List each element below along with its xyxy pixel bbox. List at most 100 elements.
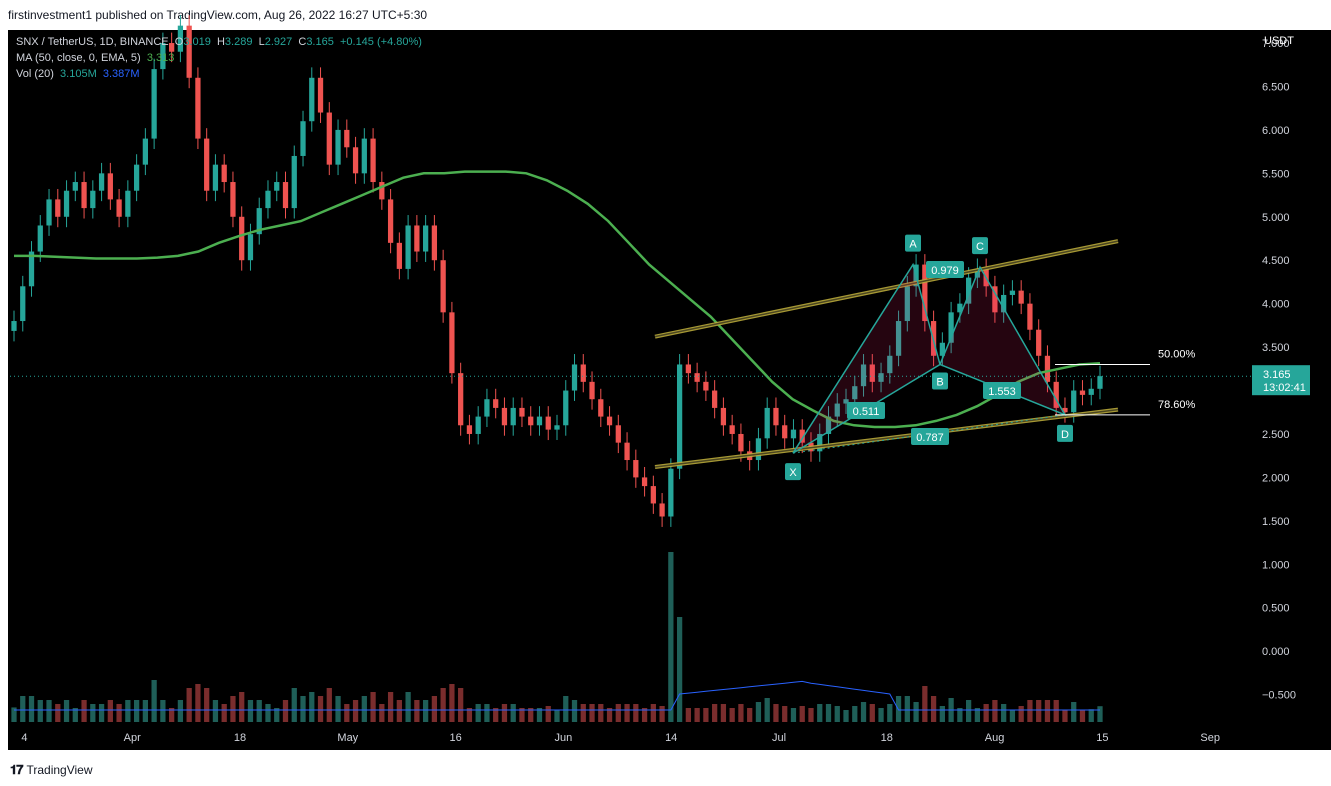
legend-close-label: C: [298, 36, 307, 48]
candle-body: [379, 182, 385, 200]
pattern-ratio-badge: [926, 261, 964, 278]
volume-bar: [195, 684, 201, 722]
volume-bar: [20, 696, 26, 722]
pattern-point-badge: [932, 372, 948, 390]
x-tick-label: 15: [1096, 732, 1108, 744]
y-tick-label: 3.500: [1262, 342, 1290, 354]
candle-body: [519, 407, 525, 417]
candle-body: [641, 477, 648, 487]
candle-body: [510, 407, 516, 426]
volume-bar: [414, 700, 420, 722]
candle-body: [344, 129, 350, 148]
pattern-ratio-label: 0.511: [853, 406, 880, 418]
candle-body: [685, 364, 691, 374]
y-tick-label: 1.500: [1262, 516, 1290, 528]
volume-bar: [606, 708, 613, 722]
candle-body: [46, 199, 52, 226]
volume-bar: [1001, 704, 1007, 722]
pattern-ratio-label: 0.787: [916, 432, 944, 444]
volume-bar: [484, 704, 490, 722]
candle-body: [431, 225, 438, 261]
channel-upper-inner: [654, 240, 1119, 338]
volume-bar: [449, 684, 455, 722]
volume-bar: [466, 708, 473, 722]
legend-low-value: 2.927: [264, 36, 293, 48]
volume-bar: [221, 704, 227, 722]
volume-bar: [405, 692, 411, 722]
volume-bar: [239, 692, 245, 722]
candle-body: [563, 390, 569, 426]
volume-bar: [703, 708, 709, 722]
candle-body: [1018, 290, 1024, 304]
candle-body: [834, 403, 840, 417]
candle-body: [370, 138, 376, 183]
candle-body: [1027, 303, 1033, 330]
volume-bar: [177, 700, 184, 722]
volume-bar: [37, 700, 43, 722]
volume-bar: [712, 704, 718, 722]
candle-body: [160, 43, 166, 70]
y-tick-label: 5.000: [1262, 212, 1290, 224]
volume-bar: [659, 706, 665, 722]
candle-body: [81, 182, 87, 209]
volume-bar: [431, 696, 438, 722]
volume-bar: [878, 708, 884, 722]
candle-body: [125, 190, 131, 217]
volume-bar: [11, 707, 17, 722]
y-tick-label: 4.500: [1262, 255, 1290, 267]
volume-bar: [379, 704, 385, 722]
legend-symbol: SNX / TetherUS, 1D, BINANCE: [16, 36, 169, 48]
candle-body: [694, 373, 700, 382]
legend-ma-value: 3.313: [146, 52, 175, 64]
chart-pane[interactable]: [8, 30, 1252, 750]
volume-bar: [1097, 706, 1103, 722]
candle-body: [484, 399, 490, 417]
volume-bar: [1071, 702, 1077, 722]
legend-vol-label: Vol (20): [16, 68, 54, 80]
candle-body: [904, 286, 910, 322]
volume-bar: [825, 704, 832, 722]
x-tick-label: 18: [234, 732, 246, 744]
candle-body: [475, 416, 481, 434]
candle-body: [274, 182, 280, 191]
candle-body: [55, 199, 61, 217]
volume-bar: [423, 700, 429, 722]
volume-bar: [720, 704, 727, 722]
volume-bar: [63, 700, 70, 722]
volume-bar: [957, 708, 963, 722]
countdown-label: 13:02:41: [1263, 382, 1306, 394]
pattern-point-badge: [1057, 424, 1073, 442]
volume-bar: [808, 708, 814, 722]
volume-bar: [133, 700, 140, 722]
volume-bar: [300, 696, 306, 722]
candle-body: [282, 182, 289, 209]
candle-body: [799, 429, 805, 443]
pattern-ratio-label: 0.979: [931, 265, 959, 277]
candle-body: [536, 416, 543, 426]
volume-bar: [755, 702, 762, 722]
candle-body: [37, 225, 43, 252]
volume-bar: [46, 700, 52, 722]
pattern-point-label: C: [976, 241, 984, 253]
candle-body: [501, 407, 508, 426]
legend-low-label: L: [258, 36, 265, 48]
pattern-ratio-label: 1.553: [988, 386, 1016, 398]
candle-body: [571, 364, 578, 391]
volume-bar: [1088, 709, 1094, 722]
volume-bar: [440, 688, 446, 722]
tradingview-logo-icon: 𝟏𝟕: [10, 762, 24, 777]
x-tick-label: 4: [21, 732, 27, 744]
legend-change: +0.145 (+4.80%): [339, 36, 422, 48]
volume-bar: [589, 704, 595, 722]
volume-bar: [554, 710, 560, 722]
volume-bar: [563, 696, 569, 722]
candle-body: [423, 225, 429, 252]
candle-body: [449, 312, 455, 374]
volume-bar: [1044, 700, 1051, 722]
y-tick-label: 4.000: [1262, 299, 1290, 311]
candle-body: [957, 303, 963, 313]
tradingview-brand[interactable]: 𝟏𝟕 TradingView: [10, 762, 93, 778]
volume-bar: [571, 700, 578, 722]
candle-body: [817, 433, 823, 452]
